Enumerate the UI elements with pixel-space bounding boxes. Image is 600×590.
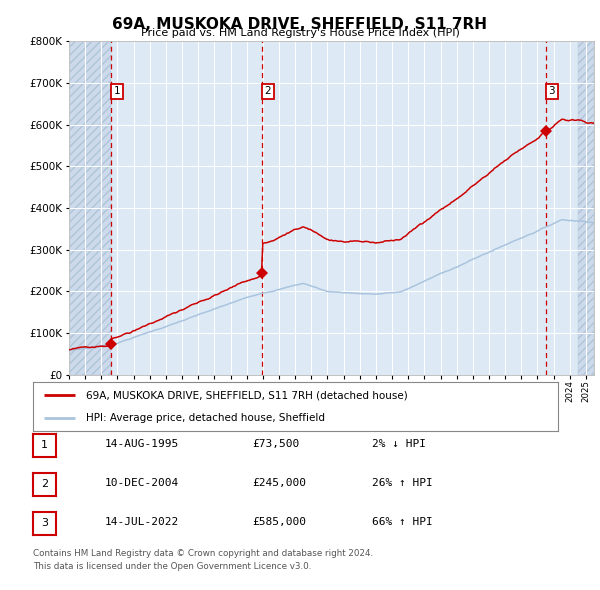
Text: 69A, MUSKOKA DRIVE, SHEFFIELD, S11 7RH: 69A, MUSKOKA DRIVE, SHEFFIELD, S11 7RH — [113, 17, 487, 31]
Text: 2% ↓ HPI: 2% ↓ HPI — [372, 439, 426, 448]
Text: £585,000: £585,000 — [252, 517, 306, 526]
Text: 14-JUL-2022: 14-JUL-2022 — [105, 517, 179, 526]
Text: 26% ↑ HPI: 26% ↑ HPI — [372, 478, 433, 487]
Text: 2: 2 — [41, 480, 48, 489]
Text: Price paid vs. HM Land Registry's House Price Index (HPI): Price paid vs. HM Land Registry's House … — [140, 28, 460, 38]
Text: 2: 2 — [265, 86, 271, 96]
Bar — [578, 41, 594, 375]
Bar — [69, 41, 112, 375]
Text: £73,500: £73,500 — [252, 439, 299, 448]
Text: Contains HM Land Registry data © Crown copyright and database right 2024.: Contains HM Land Registry data © Crown c… — [33, 549, 373, 558]
Text: £245,000: £245,000 — [252, 478, 306, 487]
Text: This data is licensed under the Open Government Licence v3.0.: This data is licensed under the Open Gov… — [33, 562, 311, 571]
Text: 1: 1 — [41, 441, 48, 450]
Text: 69A, MUSKOKA DRIVE, SHEFFIELD, S11 7RH (detached house): 69A, MUSKOKA DRIVE, SHEFFIELD, S11 7RH (… — [86, 391, 407, 401]
Text: 66% ↑ HPI: 66% ↑ HPI — [372, 517, 433, 526]
Text: 3: 3 — [548, 86, 555, 96]
Text: 1: 1 — [114, 86, 121, 96]
Text: 10-DEC-2004: 10-DEC-2004 — [105, 478, 179, 487]
Text: HPI: Average price, detached house, Sheffield: HPI: Average price, detached house, Shef… — [86, 412, 325, 422]
Bar — [578, 41, 594, 375]
Text: 3: 3 — [41, 519, 48, 528]
Text: 14-AUG-1995: 14-AUG-1995 — [105, 439, 179, 448]
Bar — [69, 41, 112, 375]
